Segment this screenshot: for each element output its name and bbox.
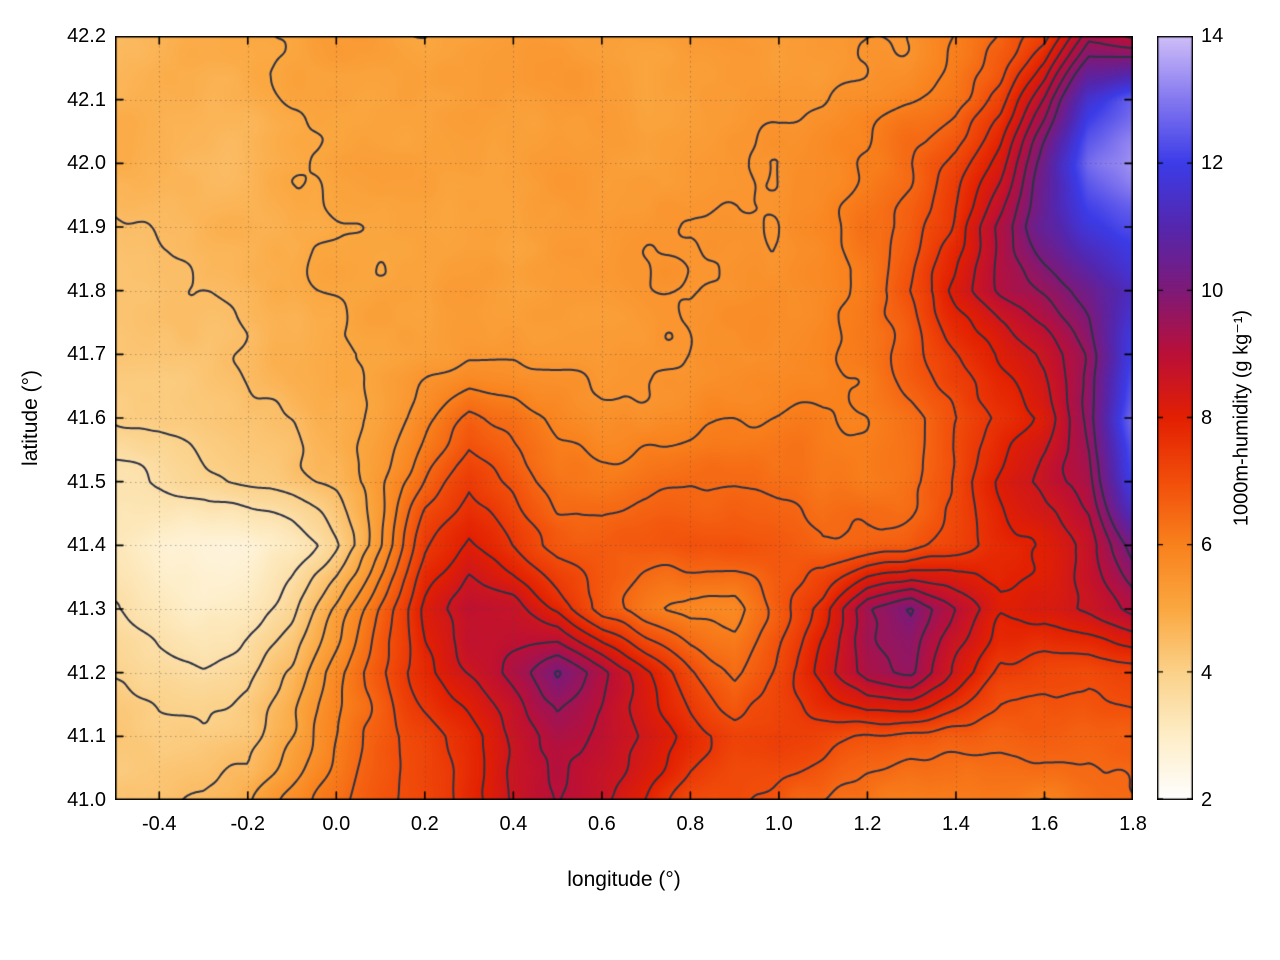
colorbar-tick-label: 4 <box>1201 661 1213 684</box>
y-tick-label: 42.0 <box>67 152 106 175</box>
colorbar-label: 1000m-humidity (g kg⁻¹) <box>1230 309 1253 527</box>
x-tick-label: 0.6 <box>587 813 616 835</box>
y-tick-label: 42.1 <box>67 88 106 111</box>
x-tick-label: 0.2 <box>410 813 439 835</box>
x-tick-label: 0.0 <box>322 813 351 835</box>
y-tick-label: 41.6 <box>67 407 106 429</box>
y-tick-label: 42.2 <box>67 25 106 47</box>
colorbar-tick-label: 6 <box>1201 534 1213 557</box>
x-tick-label: 1.2 <box>853 813 882 835</box>
x-tick-label: 1.6 <box>1030 813 1059 835</box>
y-tick-label: 41.8 <box>67 279 106 302</box>
x-tick-label: -0.2 <box>230 813 266 835</box>
x-tick-label: 0.8 <box>676 813 705 835</box>
y-tick-label: 41.1 <box>67 725 106 748</box>
heatmap-plot-area <box>115 36 1133 800</box>
colorbar-tick-label: 8 <box>1201 407 1213 429</box>
x-tick-label: 1.0 <box>765 813 793 835</box>
x-axis-label: longitude (°) <box>567 868 681 891</box>
y-axis-label: latitude (°) <box>19 370 42 466</box>
y-tick-label: 41.0 <box>67 789 106 811</box>
colorbar <box>1157 36 1193 800</box>
x-tick-label: 1.8 <box>1119 813 1147 835</box>
y-tick-label: 41.4 <box>67 534 106 557</box>
y-tick-label: 41.7 <box>67 343 106 366</box>
y-tick-label: 41.2 <box>67 661 106 684</box>
x-tick-label: 1.4 <box>942 813 970 835</box>
x-tick-label: 0.4 <box>499 813 528 835</box>
colorbar-tick-label: 2 <box>1201 789 1213 811</box>
y-tick-label: 41.9 <box>67 216 106 238</box>
colorbar-tick-label: 14 <box>1201 25 1224 47</box>
y-tick-label: 41.3 <box>67 598 106 620</box>
x-tick-label: -0.4 <box>142 813 177 835</box>
colorbar-tick-label: 12 <box>1201 152 1224 175</box>
colorbar-tick-label: 10 <box>1201 279 1224 302</box>
y-tick-label: 41.5 <box>67 470 106 493</box>
